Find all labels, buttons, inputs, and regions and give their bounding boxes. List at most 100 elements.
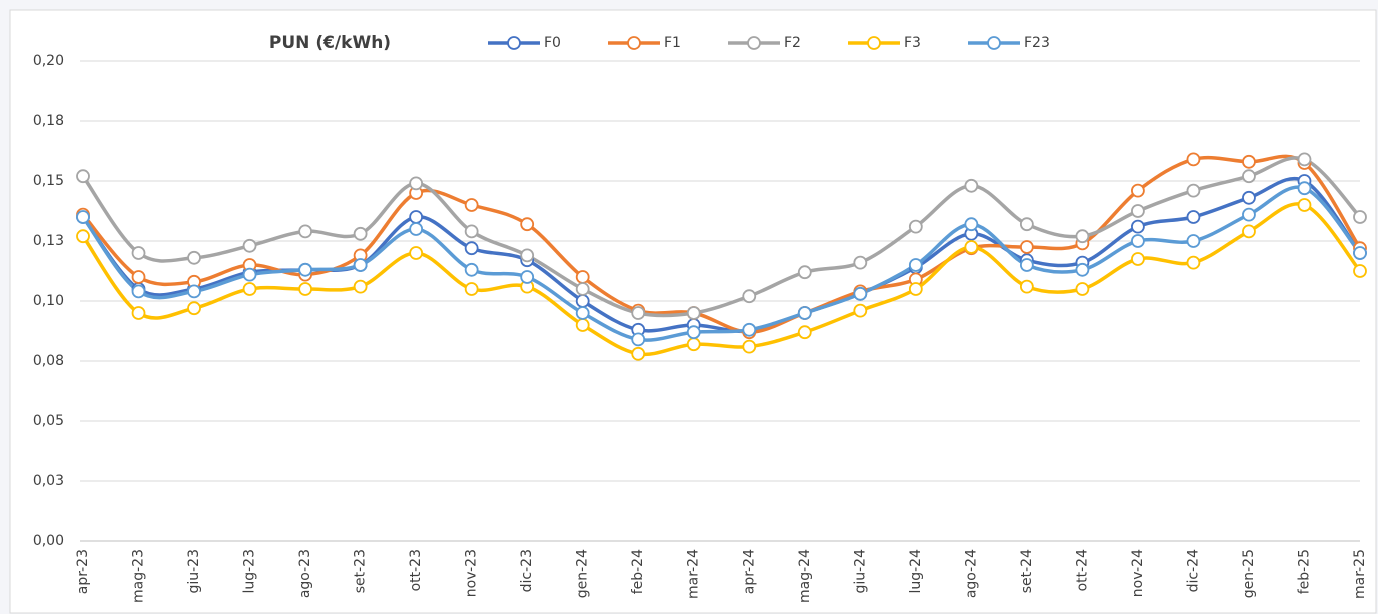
point (131, 246, 146, 260)
point (575, 306, 590, 320)
point (1297, 152, 1312, 167)
y-tick-label: 0,00 (33, 533, 64, 549)
point (853, 303, 868, 318)
point (964, 240, 979, 254)
x-tick-label: lug-24 (908, 549, 924, 594)
x-tick-label: gen-25 (1241, 549, 1257, 598)
legend-label: F1 (664, 35, 681, 51)
point (1186, 234, 1201, 248)
point (353, 279, 368, 294)
point (187, 250, 201, 265)
x-tick-label: mag-23 (131, 549, 147, 603)
point (1353, 264, 1367, 278)
legend-label: F3 (904, 35, 921, 51)
point (409, 176, 424, 191)
x-tick-label: giu-24 (852, 549, 868, 594)
point (464, 282, 479, 296)
x-tick-label: feb-25 (1296, 549, 1312, 594)
point (1019, 240, 1034, 254)
x-tick-label: feb-24 (630, 549, 646, 594)
point (575, 318, 590, 332)
point (353, 258, 368, 272)
point (1019, 258, 1034, 272)
point (686, 306, 701, 320)
x-tick-label: set-23 (353, 549, 369, 593)
point (964, 217, 979, 232)
point (1019, 279, 1034, 294)
point (298, 262, 312, 277)
point (1075, 282, 1090, 296)
point (76, 229, 90, 244)
point (1242, 169, 1256, 184)
point (797, 325, 812, 340)
point (1131, 219, 1145, 234)
point (631, 306, 646, 320)
point (242, 267, 257, 282)
x-tick-label: ago-23 (297, 549, 313, 598)
point (908, 282, 923, 296)
point (1242, 154, 1256, 169)
chart-title: PUN (€/kWh) (269, 33, 391, 53)
legend-label: F0 (544, 35, 561, 51)
x-tick-label: mag-24 (797, 549, 813, 603)
point (1075, 229, 1090, 244)
point (1186, 255, 1201, 270)
point (1131, 204, 1145, 218)
point (1242, 207, 1256, 222)
point (575, 282, 590, 296)
x-tick-label: ago-24 (963, 549, 979, 598)
point (964, 178, 979, 193)
x-tick-label: mar-24 (686, 549, 702, 599)
point (464, 224, 479, 239)
point (131, 284, 146, 299)
point (464, 262, 479, 277)
x-tick-label: dic-24 (1185, 549, 1201, 592)
x-tick-label: giu-23 (186, 549, 202, 594)
point (131, 306, 146, 320)
point (409, 222, 424, 236)
point (1297, 198, 1312, 212)
point (520, 217, 535, 232)
point (1186, 183, 1201, 198)
point (631, 332, 646, 347)
legend-marker (507, 36, 521, 50)
legend-label: F23 (1024, 35, 1050, 51)
y-tick-label: 0,13 (33, 233, 64, 249)
point (1242, 190, 1256, 205)
point (131, 270, 146, 284)
x-tick-label: apr-24 (741, 549, 757, 594)
point (797, 306, 812, 320)
point (298, 224, 312, 239)
x-tick-label: ott-24 (1074, 549, 1090, 592)
point (242, 282, 257, 296)
legend-label: F2 (784, 35, 801, 51)
point (575, 270, 590, 284)
point (1131, 183, 1145, 198)
x-tick-label: gen-24 (575, 549, 591, 598)
point (353, 226, 368, 241)
point (409, 210, 424, 224)
point (1353, 246, 1367, 260)
point (742, 339, 757, 354)
point (1075, 262, 1090, 277)
point (1019, 217, 1034, 232)
point (853, 255, 868, 270)
point (1186, 210, 1201, 224)
x-tick-label: mar-25 (1352, 549, 1368, 599)
x-tick-label: lug-23 (242, 549, 258, 594)
point (464, 198, 479, 212)
point (1131, 234, 1145, 248)
y-tick-label: 0,03 (33, 473, 64, 489)
point (76, 169, 90, 184)
legend-marker (627, 36, 641, 50)
point (686, 325, 701, 340)
x-tick-label: nov-23 (464, 549, 480, 597)
x-tick-label: set-24 (1019, 549, 1035, 593)
y-tick-label: 0,10 (33, 293, 64, 309)
point (242, 238, 257, 253)
y-tick-label: 0,05 (33, 413, 64, 429)
point (853, 286, 868, 301)
x-tick-label: apr-23 (75, 549, 91, 594)
point (686, 337, 701, 352)
